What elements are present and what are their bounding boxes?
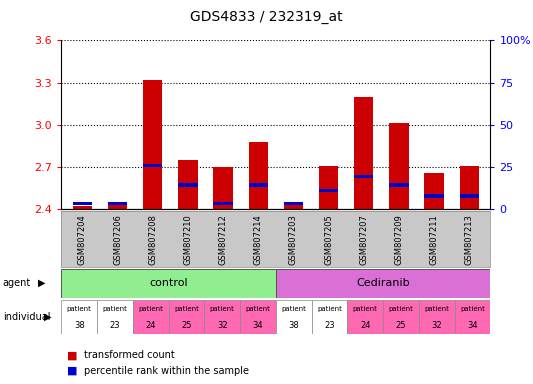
Text: patient: patient	[174, 306, 199, 312]
Text: 23: 23	[324, 321, 335, 330]
Bar	[204, 300, 240, 334]
Text: 24: 24	[360, 321, 370, 330]
Text: patient: patient	[67, 306, 92, 312]
Bar	[383, 300, 419, 334]
Bar	[319, 189, 338, 192]
Bar	[248, 142, 268, 209]
Text: ■: ■	[67, 350, 77, 360]
Bar	[61, 269, 276, 298]
Bar	[61, 300, 97, 334]
Bar	[143, 164, 163, 167]
Bar	[389, 123, 409, 209]
Text: GSM807210: GSM807210	[183, 214, 192, 265]
Text: 32: 32	[217, 321, 228, 330]
Bar	[319, 166, 338, 209]
Text: percentile rank within the sample: percentile rank within the sample	[84, 366, 249, 376]
Text: patient: patient	[138, 306, 163, 312]
Bar	[240, 300, 276, 334]
Text: GSM807214: GSM807214	[254, 214, 263, 265]
Text: 25: 25	[395, 321, 406, 330]
Text: 23: 23	[110, 321, 120, 330]
Text: 34: 34	[253, 321, 263, 330]
Bar	[213, 202, 233, 205]
Text: GSM807211: GSM807211	[430, 214, 439, 265]
Text: GSM807207: GSM807207	[359, 214, 368, 265]
Bar	[424, 195, 444, 198]
Text: GSM807206: GSM807206	[113, 214, 122, 265]
Bar	[72, 207, 92, 209]
Text: patient: patient	[389, 306, 414, 312]
Bar	[108, 202, 127, 209]
Bar	[284, 204, 303, 209]
Bar	[424, 173, 444, 209]
Bar	[178, 183, 198, 187]
Text: transformed count: transformed count	[84, 350, 174, 360]
Bar	[419, 300, 455, 334]
Text: GSM807203: GSM807203	[289, 214, 298, 265]
Text: 25: 25	[181, 321, 192, 330]
Text: patient: patient	[317, 306, 342, 312]
Bar	[72, 202, 92, 205]
Bar	[276, 300, 312, 334]
Text: ▶: ▶	[38, 278, 46, 288]
Text: GSM807204: GSM807204	[78, 214, 87, 265]
Text: 38: 38	[74, 321, 85, 330]
Text: patient: patient	[281, 306, 306, 312]
Bar	[97, 300, 133, 334]
Text: 32: 32	[431, 321, 442, 330]
Text: Cediranib: Cediranib	[356, 278, 410, 288]
Bar	[276, 269, 490, 298]
Text: control: control	[149, 278, 188, 288]
Text: GSM807209: GSM807209	[394, 214, 403, 265]
Bar	[459, 166, 479, 209]
Text: 34: 34	[467, 321, 478, 330]
Text: GSM807205: GSM807205	[324, 214, 333, 265]
Text: patient: patient	[210, 306, 235, 312]
Text: ■: ■	[67, 366, 77, 376]
Bar	[213, 167, 233, 209]
Text: GSM807213: GSM807213	[465, 214, 474, 265]
Bar	[178, 160, 198, 209]
Bar	[389, 183, 409, 187]
Text: GSM807208: GSM807208	[148, 214, 157, 265]
Text: 24: 24	[146, 321, 156, 330]
Bar	[348, 300, 383, 334]
Bar	[108, 202, 127, 205]
Text: 38: 38	[288, 321, 299, 330]
Text: patient: patient	[460, 306, 485, 312]
Text: individual: individual	[3, 312, 50, 322]
Bar	[459, 195, 479, 198]
Bar	[248, 183, 268, 187]
Text: ▶: ▶	[44, 312, 52, 322]
Bar	[143, 80, 163, 209]
Bar	[312, 300, 348, 334]
Text: patient: patient	[246, 306, 270, 312]
Text: agent: agent	[3, 278, 31, 288]
Text: patient: patient	[424, 306, 449, 312]
Bar	[455, 300, 490, 334]
Bar	[354, 97, 374, 209]
Bar	[284, 202, 303, 205]
Bar	[168, 300, 204, 334]
Text: GSM807212: GSM807212	[219, 214, 228, 265]
Text: patient: patient	[102, 306, 127, 312]
Bar	[354, 175, 374, 178]
Text: GDS4833 / 232319_at: GDS4833 / 232319_at	[190, 10, 343, 24]
Text: patient: patient	[353, 306, 378, 312]
Bar	[133, 300, 168, 334]
